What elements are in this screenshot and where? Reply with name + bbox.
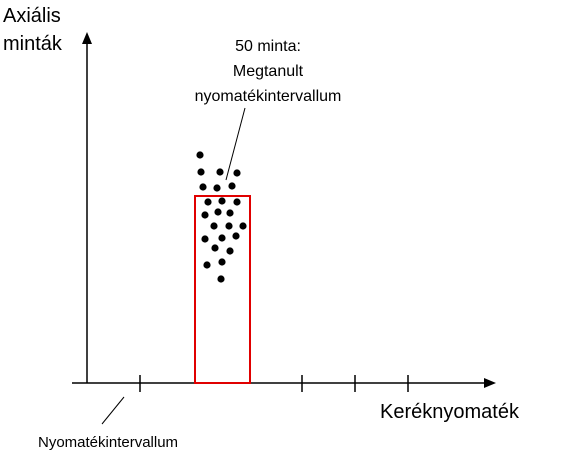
- y-label-line: minták: [3, 33, 63, 55]
- annotation-pointer: [225, 107, 246, 181]
- x-ticks: [139, 375, 409, 392]
- sample: [218, 234, 226, 242]
- sample: [204, 198, 212, 206]
- sample: [228, 182, 236, 190]
- sample: [199, 183, 207, 191]
- sample: [203, 261, 211, 269]
- x-label: Keréknyomaték: [380, 401, 520, 423]
- sample: [217, 275, 225, 283]
- samples: [196, 151, 247, 283]
- y-axis-arrow: [82, 32, 92, 44]
- learned-interval: [194, 195, 251, 384]
- sample: [218, 197, 226, 205]
- x-axis-arrow: [484, 378, 496, 388]
- sample: [226, 247, 234, 255]
- y-label-line: Axiális: [3, 5, 61, 27]
- sample: [233, 198, 241, 206]
- annotation-line: 50 minta:: [235, 38, 301, 55]
- sample: [233, 169, 241, 177]
- annotation-line: nyomatékintervallum: [195, 88, 342, 105]
- sample: [196, 151, 204, 159]
- sample: [210, 222, 218, 230]
- sample: [239, 222, 247, 230]
- sample: [197, 168, 205, 176]
- sample: [211, 244, 219, 252]
- sample: [214, 208, 222, 216]
- sample: [232, 232, 240, 240]
- sample: [218, 258, 226, 266]
- interval-label: Nyomatékintervallum: [38, 434, 178, 451]
- annotation-line: Megtanult: [233, 63, 304, 80]
- sample: [225, 222, 233, 230]
- sample: [201, 235, 209, 243]
- interval-pointer: [101, 396, 125, 425]
- sample: [216, 168, 224, 176]
- sample: [201, 211, 209, 219]
- sample: [226, 209, 234, 217]
- sample: [213, 184, 221, 192]
